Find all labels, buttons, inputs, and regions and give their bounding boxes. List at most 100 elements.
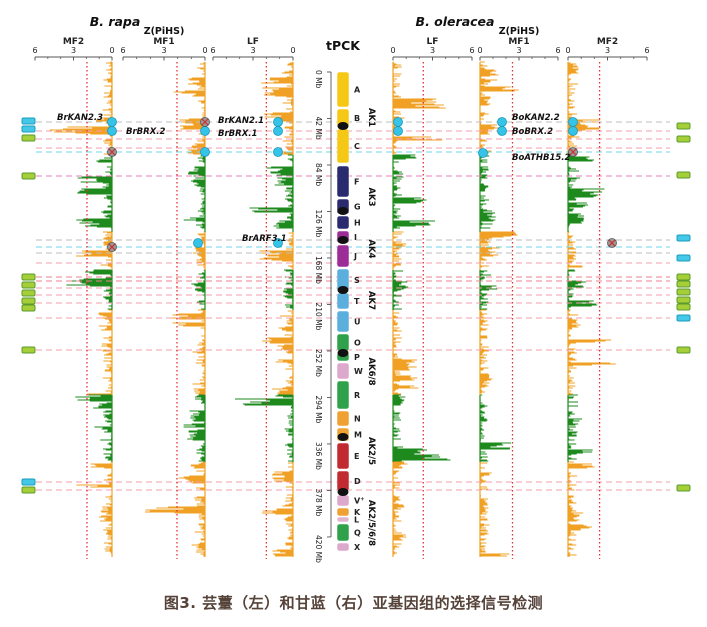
- mb-tick-label: 210 Mb: [314, 302, 323, 330]
- gene-marker-cyan: [568, 117, 578, 127]
- gene-marker-cyan: [273, 126, 283, 136]
- chrom-letter-V: V+: [354, 497, 364, 506]
- mb-tick-label: 420 Mb: [314, 535, 323, 563]
- ak-group-label: AK2/5/6/8: [366, 500, 376, 546]
- chrom-block-R: [336, 380, 350, 410]
- ak-group-label: AK7: [366, 291, 376, 310]
- axis-oleracea-lf: 0 3 6 LF: [390, 37, 475, 559]
- centromere-dot: [337, 433, 349, 441]
- bars-green: [393, 154, 451, 462]
- axis-tick-label: 0: [390, 46, 395, 55]
- axis-oleracea-mf2: 0 3 6 MF2: [565, 37, 650, 559]
- chrom-block-O: [336, 333, 350, 352]
- panel-rapa-mf2: [49, 61, 113, 557]
- chrom-letter-P: P: [354, 353, 360, 362]
- gene-marker-cyan: [478, 148, 488, 158]
- gene-marker-cyan: [200, 147, 210, 157]
- gene-label: BoATHB15.2: [512, 153, 571, 163]
- margin-block-right: [676, 122, 691, 130]
- chrom-block-T: [336, 292, 350, 310]
- chrom-block-K: [336, 507, 350, 517]
- chrom-block-W: [336, 362, 350, 380]
- chrom-block-V: [336, 494, 350, 507]
- gene-label: BoBRX.2: [512, 127, 553, 137]
- plot-element: +: [360, 497, 364, 503]
- left-species-title: B. rapa: [89, 14, 141, 29]
- tpck-ideogram: 0 Mb 42 Mb 84 Mb 126 Mb 168 Mb 210 Mb 252 Mb 29…: [314, 70, 376, 563]
- chrom-letter-R: R: [354, 391, 360, 400]
- margin-block-left: [21, 273, 36, 281]
- bars-green: [480, 154, 511, 462]
- axis-tick-label: 0: [290, 46, 295, 55]
- gene-marker-cyan: [393, 126, 403, 136]
- margin-block-left: [21, 281, 36, 289]
- mb-tick-label: 0 Mb: [314, 70, 323, 89]
- centromere-dot: [337, 122, 349, 130]
- margin-block-right: [676, 171, 691, 179]
- plot-element: [108, 243, 116, 251]
- gene-marker-gray: [607, 238, 617, 248]
- gene-marker-gray: [568, 147, 578, 157]
- axis-tick-label: 3: [250, 46, 255, 55]
- chrom-letter-B: B: [354, 114, 360, 123]
- gene-marker-cyan: [193, 238, 203, 248]
- gene-marker-cyan: [273, 238, 283, 248]
- ak-group-label: AK2/5: [366, 437, 376, 465]
- chrom-letter-J: J: [353, 252, 357, 261]
- gene-label: BrKAN2.1: [218, 116, 264, 126]
- axis-tick-label: 6: [644, 46, 649, 55]
- axis-oleracea-mf1: 0 3 6 MF1: [477, 37, 561, 559]
- axis-tick-label: 3: [71, 46, 76, 55]
- chrom-block-J: [336, 244, 350, 268]
- axis-rapa-lf: 0 3 6 LF: [210, 37, 296, 559]
- right-stat-label: Z(PiHS): [498, 26, 540, 37]
- chrom-letter-X: X: [354, 543, 361, 552]
- chrom-letter-K: K: [354, 508, 361, 517]
- margin-block-left: [21, 486, 36, 494]
- margin-block-right: [676, 135, 691, 143]
- ak-group-label: AK1: [366, 108, 376, 127]
- axis-tick-label: 3: [430, 46, 435, 55]
- gene-marker-gray: [200, 117, 210, 127]
- axis-rapa-mf1: 0 3 6 MF1: [120, 37, 208, 559]
- margin-block-right: [676, 303, 691, 311]
- gene-marker-cyan: [200, 126, 210, 136]
- axis-rapa-mf2: 0 3 6 MF2: [32, 37, 115, 559]
- panel-title: MF1: [508, 37, 529, 47]
- panel-oleracea-lf: [392, 61, 451, 557]
- margin-block-left: [21, 346, 36, 354]
- plot-element: [569, 148, 577, 156]
- chrom-letter-S: S: [354, 276, 360, 285]
- margin-block-left: [21, 289, 36, 297]
- mb-tick-label: 294 Mb: [314, 395, 323, 423]
- gene-label: BrBRX.1: [218, 129, 257, 139]
- centromere-dot: [337, 488, 349, 496]
- chrom-letter-O: O: [354, 339, 361, 348]
- chrom-letter-C: C: [354, 142, 360, 151]
- axis-tick-label: 3: [605, 46, 610, 55]
- panel-title: LF: [427, 37, 439, 47]
- gene-marker-cyan: [568, 126, 578, 136]
- chrom-letter-F: F: [354, 178, 359, 187]
- gene-marker-cyan: [273, 147, 283, 157]
- ak-group-label: AK4: [366, 239, 376, 258]
- chrom-block-X: [336, 542, 350, 552]
- chrom-letter-N: N: [354, 415, 361, 424]
- mb-tick-label: 336 Mb: [314, 442, 323, 470]
- gene-marker-gray: [107, 147, 117, 157]
- chrom-block-A: [336, 71, 350, 108]
- chrom-block-U: [336, 310, 350, 333]
- gene-marker-cyan: [497, 126, 507, 136]
- gene-marker-cyan: [107, 117, 117, 127]
- gene-label: BrBRX.2: [126, 127, 165, 137]
- centromere-dot: [337, 207, 349, 215]
- gene-label: BrKAN2.3: [57, 113, 103, 123]
- margin-block-left: [21, 297, 36, 305]
- centromere-dot: [337, 349, 349, 357]
- margin-block-left: [21, 478, 36, 486]
- ak-group-label: AK3: [366, 187, 376, 206]
- chrom-letter-H: H: [354, 219, 361, 228]
- panel-oleracea-mf1: [479, 61, 519, 557]
